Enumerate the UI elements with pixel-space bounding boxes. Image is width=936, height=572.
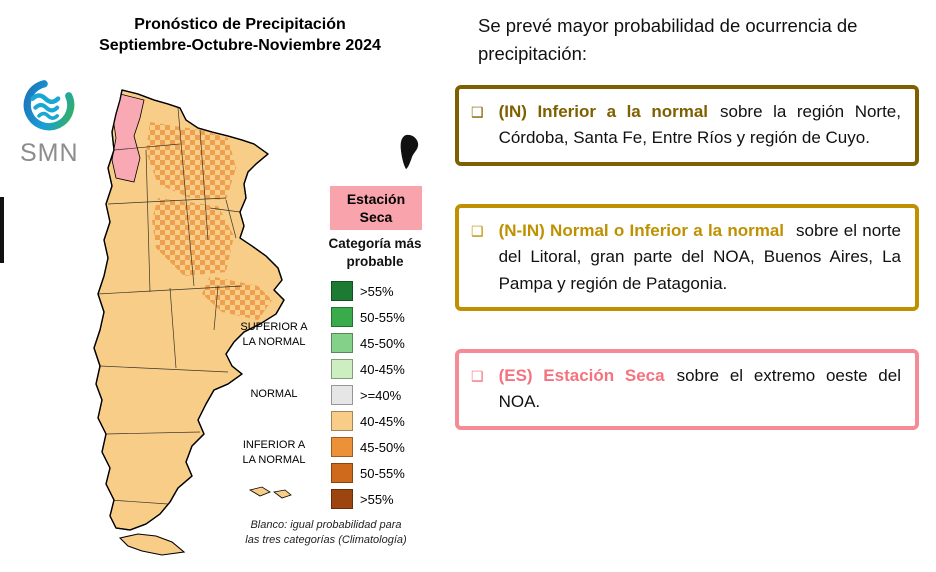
argentina-map — [93, 89, 292, 556]
legend-item: 45-50% — [331, 434, 405, 460]
checkbox-bullet-icon: ❑ — [471, 368, 484, 384]
legend-swatch — [331, 463, 353, 483]
dry-season-region — [111, 93, 145, 183]
legend-label: >55% — [360, 283, 394, 299]
callout-text: (N-IN) Normal o Inferior a la normal sobr… — [499, 218, 901, 297]
legend-label: 40-45% — [360, 413, 405, 429]
legend-item: 40-45% — [331, 356, 405, 382]
legend-item: 50-55% — [331, 460, 405, 486]
callout-text: (ES) Estación Seca sobre el extremo oeste… — [499, 363, 901, 416]
callout-highlight: (N-IN) Normal o Inferior a la normal — [498, 221, 785, 240]
legend-label: 50-55% — [360, 309, 405, 325]
legend-swatch — [331, 307, 353, 327]
map-title-line1: Pronóstico de Precipitación — [134, 16, 346, 33]
callout-highlight: (ES) Estación Seca — [498, 366, 665, 385]
legend-item: 45-50% — [331, 330, 405, 356]
island — [248, 486, 271, 497]
callout-highlight: (IN) Inferior a la normal — [498, 102, 708, 121]
legend-item: 50-55% — [331, 304, 405, 330]
map-title-line2: Septiembre-Octubre-Noviembre 2024 — [99, 37, 381, 55]
left-edge-mark — [0, 197, 4, 263]
legend-label: >55% — [360, 491, 394, 507]
legend-item: >55% — [331, 278, 405, 304]
legend-swatch — [331, 385, 353, 405]
legend-item: >=40% — [331, 382, 405, 408]
callout-text: (IN) Inferior a la normal sobre la región… — [499, 99, 901, 152]
legend-swatch — [331, 333, 353, 353]
legend-label: 40-45% — [360, 361, 405, 377]
legend-swatch — [331, 489, 353, 509]
legend-item: 40-45% — [331, 408, 405, 434]
map-title: Pronóstico de Precipitación Septiembre-O… — [70, 14, 410, 56]
south-america-inset-icon — [400, 134, 419, 169]
legend-title: Categoría más probable — [328, 236, 422, 269]
legend-swatch — [331, 359, 353, 379]
higher-probability-patch — [146, 122, 236, 200]
legend-group-superior: SUPERIOR A LA NORMAL — [240, 321, 308, 348]
checkbox-bullet-icon: ❑ — [471, 104, 484, 120]
intro-text: Se prevé mayor probabilidad de ocurrenci… — [478, 15, 858, 64]
callout-body: sobre el norte del Litoral, gran parte d… — [498, 221, 901, 293]
estacion-seca-badge: Estación Seca — [330, 186, 422, 231]
legend-group-inferior: INFERIOR A LA NORMAL — [242, 439, 306, 466]
tierra-del-fuego — [118, 533, 186, 556]
legend-item: >55% — [331, 486, 405, 512]
higher-probability-patch — [152, 198, 234, 276]
legend-label: >=40% — [360, 387, 402, 403]
smn-logo: SMN — [20, 76, 98, 168]
island — [273, 489, 292, 499]
legend-label: 45-50% — [360, 335, 405, 351]
legend-footnote: Blanco: igual probabilidad para las tres… — [245, 519, 407, 547]
callout-normal-inferior: ❑ (N-IN) Normal o Inferior a la normal so… — [455, 204, 919, 312]
legend-swatch — [331, 437, 353, 457]
legend-group-normal: NORMAL — [250, 388, 298, 400]
legend-swatch — [331, 281, 353, 301]
callout-estacion-seca: ❑ (ES) Estación Seca sobre el extremo oes… — [455, 349, 919, 430]
legend: >55% 50-55% 45-50% 40-45% >=40% 40-45% 45-50% 5… — [331, 278, 405, 512]
callout-body: sobre la región Norte, Córdoba, Santa Fe… — [498, 102, 901, 148]
legend-swatch — [331, 411, 353, 431]
legend-label: 45-50% — [360, 439, 405, 455]
province-borders — [97, 107, 243, 505]
checkbox-bullet-icon: ❑ — [471, 223, 484, 239]
callout-body: sobre el extremo oeste del NOA. — [498, 366, 901, 412]
smn-logo-icon — [23, 79, 75, 131]
callout-inferior-normal: ❑ (IN) Inferior a la normal sobre la regi… — [455, 85, 919, 166]
legend-label: 50-55% — [360, 465, 405, 481]
smn-logo-text: SMN — [20, 139, 79, 167]
